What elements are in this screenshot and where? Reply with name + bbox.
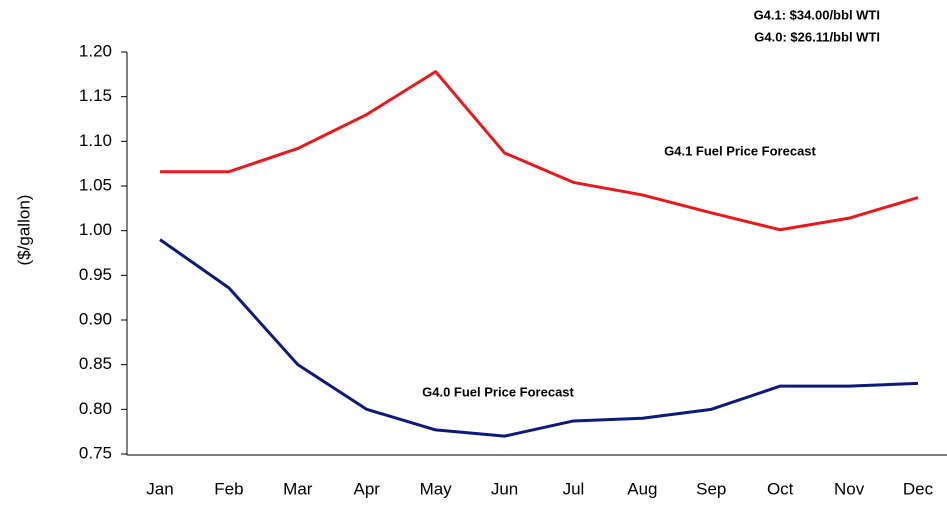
x-tick-label: Aug: [627, 479, 657, 498]
x-tick-label: Jul: [563, 479, 585, 498]
y-tick-label: 0.85: [79, 354, 112, 373]
x-tick-label: Sep: [696, 479, 726, 498]
x-tick-label: May: [420, 479, 453, 498]
y-tick-label: 1.00: [79, 220, 112, 239]
x-tick-label: Jan: [146, 479, 173, 498]
annotation: G4.0: $26.11/bbl WTI: [754, 29, 880, 44]
series-line: [160, 70, 919, 232]
x-tick-label: Mar: [283, 479, 313, 498]
x-tick-label: Feb: [214, 479, 243, 498]
x-tick-label: Oct: [767, 479, 794, 498]
y-tick-label: 1.15: [79, 86, 112, 105]
y-tick-label: 0.90: [79, 309, 112, 328]
y-tick-label: 0.80: [79, 399, 112, 418]
y-axis-label: ($/gallon): [14, 195, 33, 266]
series-line: [159, 238, 919, 438]
y-tick-label: 0.75: [79, 443, 112, 462]
y-tick-label: 1.05: [79, 175, 112, 194]
series-label: G4.0 Fuel Price Forecast: [422, 384, 574, 399]
x-tick-label: Dec: [903, 479, 934, 498]
x-tick-label: Jun: [491, 479, 518, 498]
y-tick-label: 1.10: [79, 131, 112, 150]
x-tick-label: Apr: [353, 479, 380, 498]
y-tick-label: 1.20: [79, 41, 112, 60]
annotation: G4.1: $34.00/bbl WTI: [754, 7, 880, 22]
y-tick-label: 0.95: [79, 265, 112, 284]
x-tick-label: Nov: [834, 479, 865, 498]
series-label: G4.1 Fuel Price Forecast: [664, 143, 816, 158]
